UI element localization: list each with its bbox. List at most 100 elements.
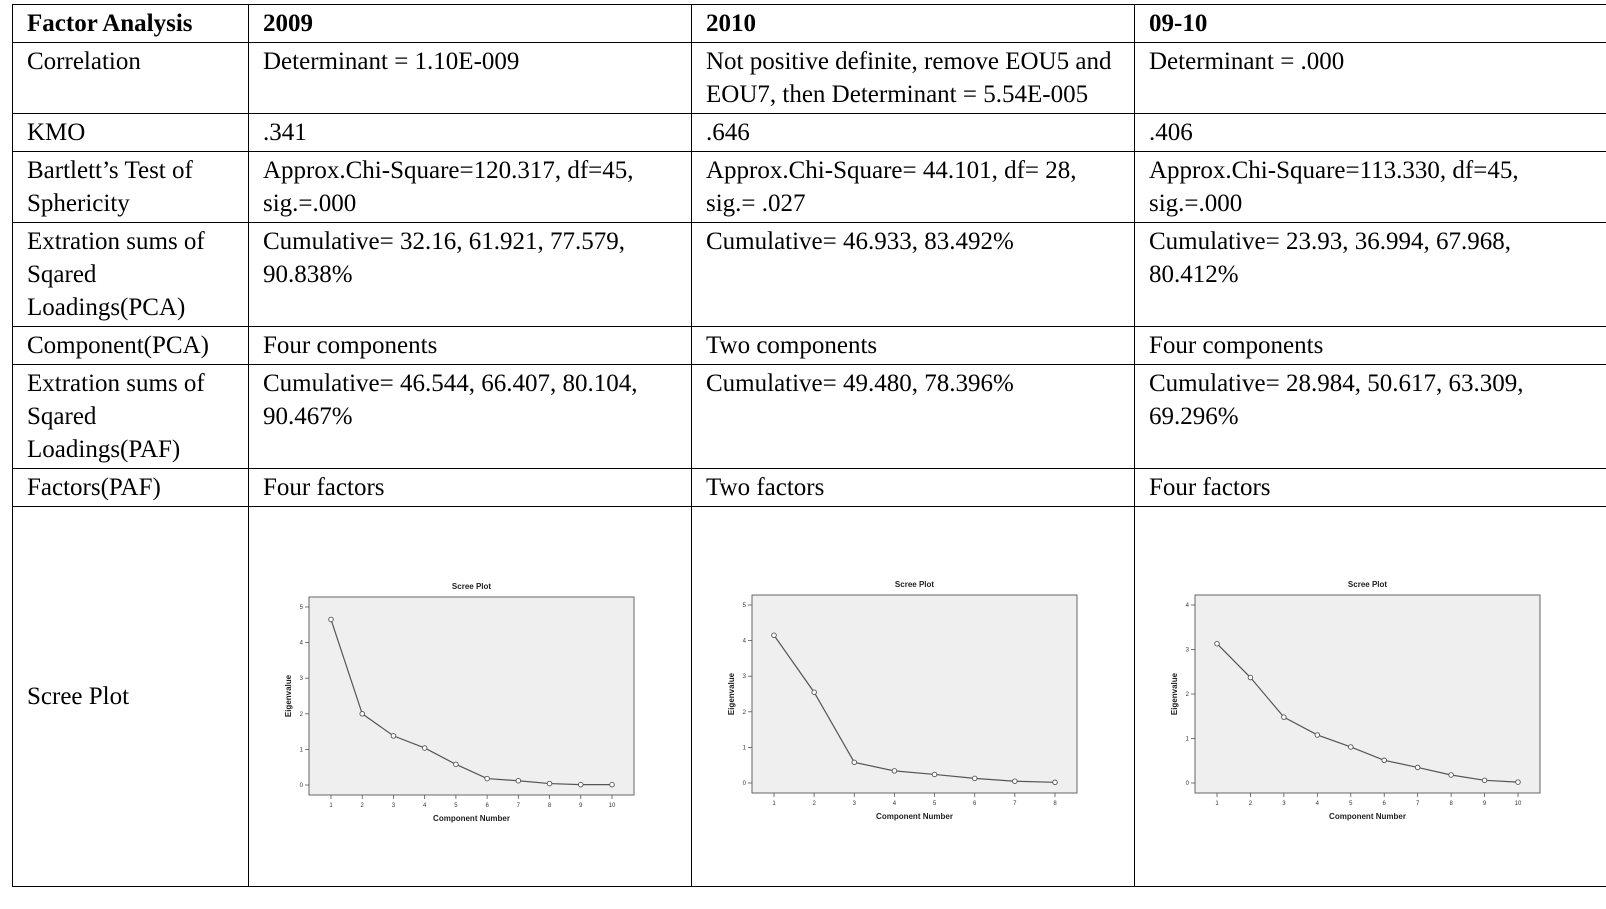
data-point (1247, 674, 1254, 681)
y-tick-label: 5 (743, 603, 747, 609)
cell-09-10: Approx.Chi-Square=113.330, df=45, sig.=.… (1134, 151, 1606, 223)
data-point (1214, 640, 1220, 647)
x-tick-label: 3 (392, 803, 396, 809)
y-tick-label: 4 (300, 641, 304, 647)
y-axis-title: Eigenvalue (727, 672, 736, 715)
y-tick-label: 2 (300, 712, 304, 718)
x-tick-label: 6 (485, 803, 489, 809)
chart-title: Scree Plot (895, 580, 934, 589)
cell-2009: Determinant = 1.10E-009 (248, 42, 692, 114)
plot-area (1194, 594, 1541, 794)
data-point (359, 711, 365, 717)
x-tick-label: 1 (1215, 801, 1219, 807)
x-tick-label: 2 (361, 803, 365, 809)
x-tick-label: 7 (1013, 801, 1017, 807)
cell-09-10: Four factors (1134, 468, 1606, 507)
data-point (1012, 778, 1018, 784)
y-tick-label: 2 (1186, 692, 1190, 698)
row-label: Correlation (12, 42, 249, 114)
x-tick-label: 3 (853, 801, 857, 807)
scree-plot-cell-2010: Scree Plot 0 1 2 3 4 5 1 2 3 4 5 6 7 8 Component Number… (691, 506, 1135, 887)
x-tick-label: 5 (1349, 801, 1353, 807)
x-tick-label: 6 (973, 801, 977, 807)
data-point (1348, 744, 1354, 750)
header-2009: 2009 (248, 4, 692, 43)
data-point (851, 759, 858, 766)
data-point (609, 781, 615, 788)
data-point (1052, 779, 1058, 786)
data-point (421, 745, 428, 751)
x-tick-label: 7 (517, 803, 521, 809)
x-tick-label: 8 (1449, 801, 1453, 807)
factor-analysis-table: Factor Analysis 2009 2010 09-10 Correlat… (12, 4, 1606, 887)
x-axis-title: Component Number (1329, 812, 1406, 821)
cell-09-10: Cumulative= 28.984, 50.617, 63.309, 69.2… (1134, 364, 1606, 469)
row-component-pca: Component(PCA) Four components Two compo… (12, 326, 1606, 365)
y-tick-label: 2 (743, 710, 747, 716)
scree-plot-chart: Scree Plot 0 1 2 3 4 1 2 3 4 5 6 7 8 9 10 Component Numb… (1170, 580, 1541, 821)
row-label: Scree Plot (12, 506, 249, 887)
x-tick-label: 2 (812, 801, 816, 807)
cell-2009: Cumulative= 46.544, 66.407, 80.104, 90.4… (248, 364, 692, 469)
data-point (1448, 772, 1454, 778)
data-point (515, 777, 522, 784)
x-axis-title: Component Number (876, 812, 953, 821)
cell-2009: Cumulative= 32.16, 61.921, 77.579, 90.83… (248, 222, 692, 327)
header-2010: 2010 (691, 4, 1135, 43)
x-tick-label: 8 (548, 803, 552, 809)
chart-title: Scree Plot (452, 582, 491, 591)
y-tick-label: 4 (1186, 603, 1190, 609)
data-point (1481, 777, 1488, 784)
data-point (453, 761, 459, 768)
header-09-10: 09-10 (1134, 4, 1606, 43)
data-point (1281, 714, 1287, 720)
scree-plot-cell-09-10: Scree Plot 0 1 2 3 4 1 2 3 4 5 6 7 8 9 10 Component Numb… (1134, 506, 1606, 887)
row-label: Extration sums of Sqared Loadings(PAF) (12, 364, 249, 469)
cell-2010: Not positive definite, remove EOU5 and E… (691, 42, 1135, 114)
x-tick-label: 1 (329, 803, 333, 809)
x-tick-label: 4 (1316, 801, 1320, 807)
row-extraction-paf: Extration sums of Sqared Loadings(PAF) C… (12, 364, 1606, 469)
scree-plot-chart: Scree Plot 0 1 2 3 4 5 1 2 3 4 5 6 7 8 9 10 Component Num… (284, 582, 635, 823)
row-factors-paf: Factors(PAF) Four factors Two factors Fo… (12, 468, 1606, 507)
data-point (931, 771, 938, 778)
row-label: Extration sums of Sqared Loadings(PCA) (12, 222, 249, 327)
y-tick-label: 1 (300, 747, 304, 753)
row-label: KMO (12, 113, 249, 152)
x-tick-label: 2 (1249, 801, 1253, 807)
row-bartlett: Bartlett’s Test of Sphericity Approx.Chi… (12, 151, 1606, 223)
series-line (1216, 643, 1519, 783)
plot-area (751, 594, 1078, 794)
plot-area (308, 596, 635, 796)
data-point (390, 733, 397, 739)
cell-09-10: Determinant = .000 (1134, 42, 1606, 114)
x-tick-label: 7 (1416, 801, 1420, 807)
data-point (971, 775, 978, 782)
cell-2009: Four components (248, 326, 692, 365)
row-extraction-pca: Extration sums of Sqared Loadings(PCA) C… (12, 222, 1606, 327)
y-tick-label: 0 (300, 783, 304, 789)
y-tick-label: 4 (743, 639, 747, 645)
y-tick-label: 3 (1186, 648, 1190, 654)
data-point (1381, 757, 1387, 764)
x-tick-label: 3 (1282, 801, 1286, 807)
row-kmo: KMO .341 .646 .406 (12, 113, 1606, 152)
x-tick-label: 6 (1383, 801, 1387, 807)
data-point (771, 632, 777, 639)
data-point (1515, 779, 1521, 785)
header-factor-analysis: Factor Analysis (12, 4, 249, 43)
data-point (328, 616, 334, 623)
x-tick-label: 9 (1483, 801, 1487, 807)
cell-2010: Cumulative= 49.480, 78.396% (691, 364, 1135, 469)
chart-title: Scree Plot (1348, 580, 1387, 589)
cell-2010: .646 (691, 113, 1135, 152)
header-row: Factor Analysis 2009 2010 09-10 (12, 4, 1606, 43)
series-line (330, 619, 612, 786)
data-point (546, 780, 553, 787)
data-point (578, 781, 584, 788)
data-point (484, 775, 490, 782)
cell-2010: Two components (691, 326, 1135, 365)
cell-2009: Approx.Chi-Square=120.317, df=45, sig.=.… (248, 151, 692, 223)
x-axis-title: Component Number (433, 814, 510, 823)
x-tick-label: 4 (893, 801, 897, 807)
